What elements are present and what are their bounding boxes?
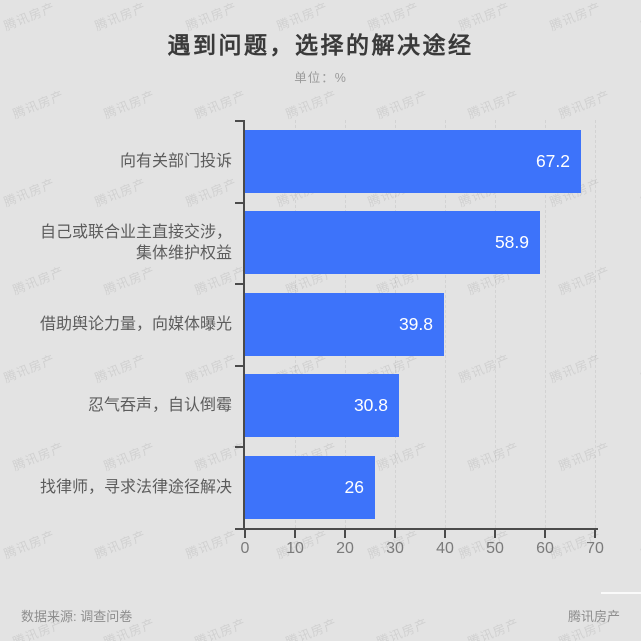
bar-value-label: 30.8	[353, 395, 388, 415]
data-source-label: 数据来源: 调查问卷	[21, 609, 133, 624]
bar-row: 向有关部门投诉 67.2	[0, 130, 641, 193]
x-axis-tick	[344, 530, 346, 538]
x-tick-label: 50	[486, 540, 504, 557]
gridline	[545, 120, 546, 528]
gridline	[495, 120, 496, 528]
x-tick-label: 20	[336, 540, 354, 557]
x-tick-label: 60	[536, 540, 554, 557]
x-axis-line	[243, 528, 598, 530]
bar-row: 借助舆论力量，向媒体曝光 39.8	[0, 293, 641, 356]
bar: 67.2	[245, 130, 581, 193]
y-axis-tick	[235, 120, 243, 122]
x-tick-label: 70	[586, 540, 604, 557]
y-axis-tick	[235, 283, 243, 286]
footer-divider-line	[601, 592, 641, 594]
bar: 39.8	[245, 293, 444, 356]
bar: 30.8	[245, 374, 399, 437]
bar-row: 自己或联合业主直接交涉， 集体维护权益 58.9	[0, 211, 641, 274]
x-axis-tick	[544, 530, 546, 538]
y-axis-tick	[235, 201, 243, 204]
x-axis-tick	[244, 530, 246, 538]
bar: 26	[245, 456, 375, 519]
category-label: 忍气吞声，自认倒霉	[87, 397, 232, 414]
category-label: 向有关部门投诉	[119, 153, 232, 170]
x-axis-tick	[494, 530, 496, 538]
chart-unit-label: 单位：%	[294, 71, 347, 85]
chart-title: 遇到问题，选择的解决途经	[167, 32, 474, 58]
y-axis-line	[243, 120, 245, 530]
x-tick-label: 30	[386, 540, 404, 557]
bar-value-label: 67.2	[535, 151, 570, 171]
x-axis-tick	[294, 530, 296, 538]
bar: 58.9	[245, 211, 540, 274]
category-label: 自己或联合业主直接交涉， 集体维护权益	[39, 223, 232, 262]
x-tick-label: 10	[286, 540, 304, 557]
brand-label: 腾讯房产	[567, 609, 620, 624]
x-axis-tick	[394, 530, 396, 538]
x-axis-tick	[594, 530, 596, 538]
bar-row: 忍气吞声，自认倒霉 30.8	[0, 374, 641, 437]
x-axis-tick	[444, 530, 446, 538]
gridline	[445, 120, 446, 528]
category-label: 找律师，寻求法律途径解决	[39, 479, 232, 496]
bar-row: 找律师，寻求法律途径解决 26	[0, 456, 641, 519]
bar-value-label: 58.9	[494, 232, 529, 252]
y-axis-tick	[235, 364, 243, 367]
gridline	[595, 120, 596, 528]
y-axis-tick	[235, 528, 243, 530]
x-tick-label: 40	[436, 540, 454, 557]
bar-value-label: 26	[344, 477, 364, 497]
x-tick-label: 0	[240, 540, 250, 557]
y-axis-tick	[235, 446, 243, 449]
bar-value-label: 39.8	[398, 314, 433, 334]
category-label: 借助舆论力量，向媒体曝光	[39, 316, 232, 333]
